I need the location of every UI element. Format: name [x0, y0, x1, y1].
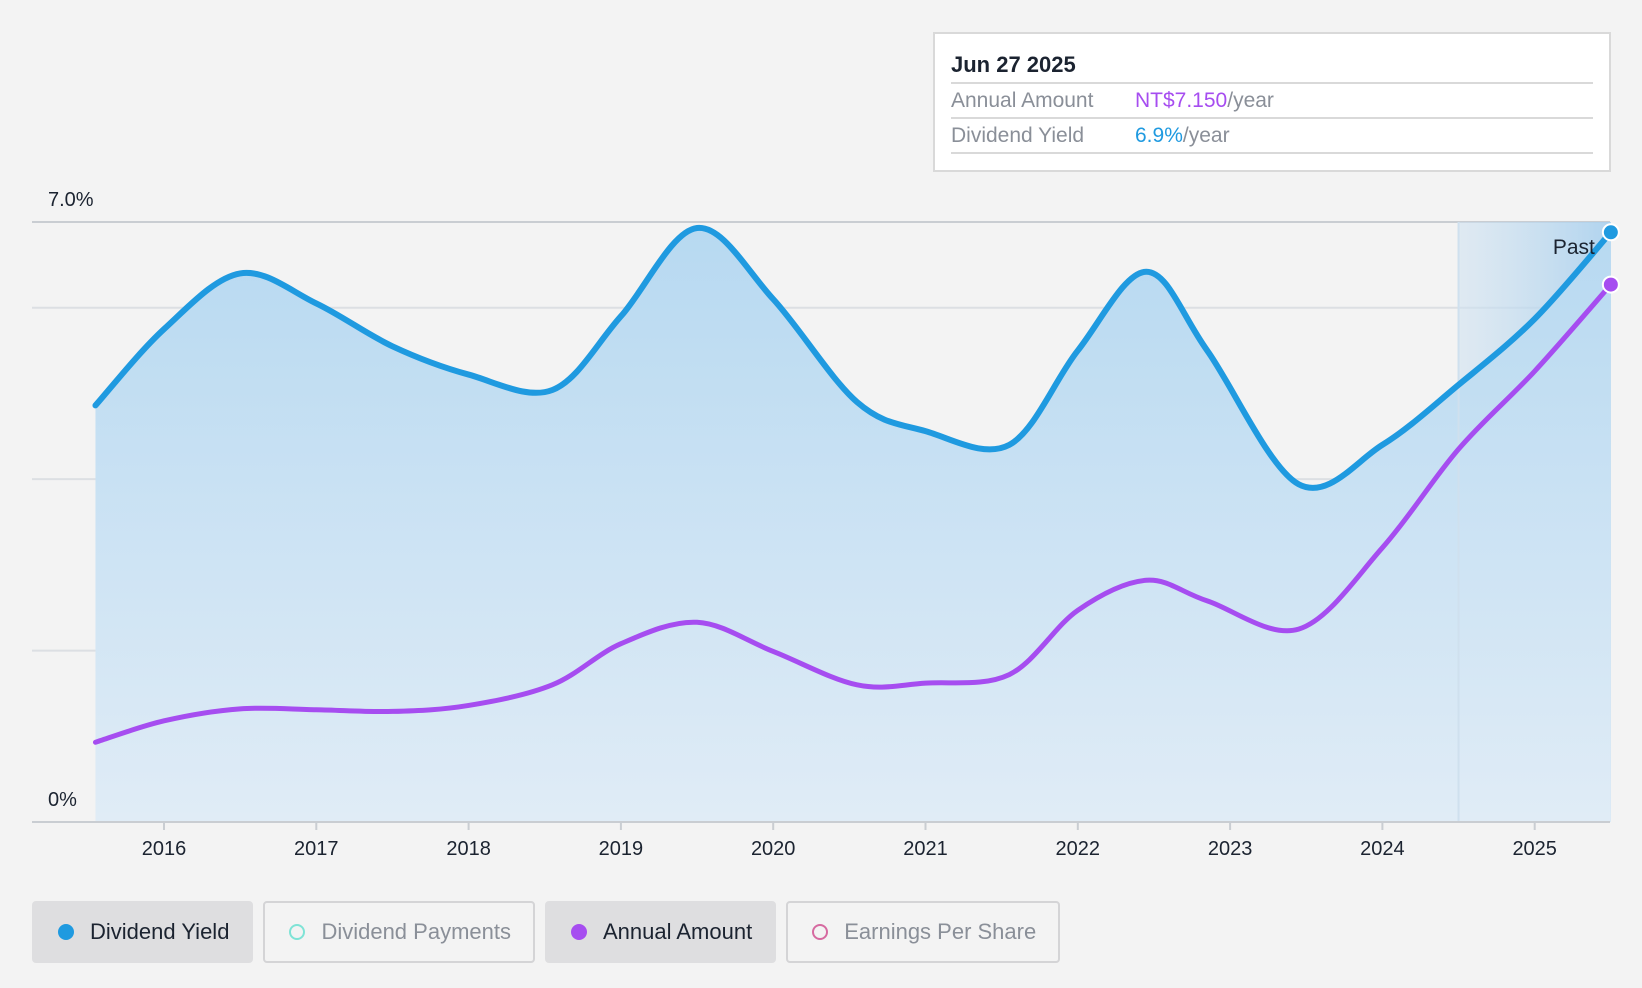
past-label: Past [1553, 236, 1595, 259]
filled-circle-icon [58, 924, 74, 940]
y-axis: 7.0% 0% [48, 189, 94, 811]
dividend-yield-end-marker [1601, 223, 1620, 242]
x-tick-label: 2016 [142, 838, 187, 860]
x-tick-label: 2019 [599, 838, 644, 860]
hollow-circle-icon [289, 924, 306, 940]
x-tick-label: 2024 [1360, 838, 1405, 860]
x-tick-label: 2023 [1208, 838, 1253, 860]
legend-label: Earnings Per Share [844, 919, 1037, 944]
tooltip-row-annual-amount: Annual Amount NT$7.150 /year [951, 84, 1593, 119]
tooltip-date: Jun 27 2025 [951, 48, 1593, 84]
end-markers [1601, 223, 1620, 294]
legend-label: Dividend Payments [321, 919, 511, 944]
legend-annual-amount-button[interactable]: Annual Amount [544, 901, 777, 963]
dividend-yield-area [95, 227, 1611, 823]
tooltip-label: Dividend Yield [951, 124, 1085, 147]
legend-earnings-per-share-button[interactable]: Earnings Per Share [786, 901, 1061, 963]
legend-dividend-payments-button[interactable]: Dividend Payments [263, 901, 535, 963]
x-tick-label: 2021 [903, 838, 948, 860]
tooltip-label: Annual Amount [951, 89, 1094, 112]
dividend-yield-line [92, 224, 1614, 491]
hollow-circle-icon [812, 924, 829, 940]
x-tick-label: 2020 [751, 838, 796, 860]
x-tick-label: 2018 [446, 838, 491, 860]
tooltip: Jun 27 2025 Annual Amount NT$7.150 /year… [933, 32, 1611, 172]
legend-dividend-yield-button[interactable]: Dividend Yield [32, 901, 254, 963]
legend-label: Annual Amount [602, 919, 753, 944]
filled-circle-icon [570, 924, 587, 940]
tooltip-row-dividend-yield: Dividend Yield 6.9% /year [951, 119, 1593, 154]
x-tick-label: 2022 [1056, 838, 1101, 860]
legend: Dividend Yield Dividend Payments Annual … [32, 901, 1061, 963]
tooltip-unit: /year [1227, 89, 1274, 112]
legend-label: Dividend Yield [90, 919, 230, 944]
annual-amount-line [92, 282, 1614, 745]
x-tick-label: 2017 [294, 838, 339, 860]
y-tick-label-min: 0% [48, 789, 77, 811]
annual-amount-end-marker [1601, 275, 1620, 294]
tooltip-value: NT$7.150 [1135, 89, 1228, 112]
dividend-chart: 2016 2017 2018 2019 2020 2021 2022 2023 2024 2025… [32, 189, 1620, 860]
x-axis: 2016 2017 2018 2019 2020 2021 2022 2023 2024 2025 [32, 821, 1610, 860]
x-tick-label: 2025 [1512, 838, 1557, 860]
y-tick-label-max: 7.0% [48, 189, 94, 211]
tooltip-value: 6.9% [1135, 124, 1183, 147]
tooltip-unit: /year [1182, 124, 1230, 147]
